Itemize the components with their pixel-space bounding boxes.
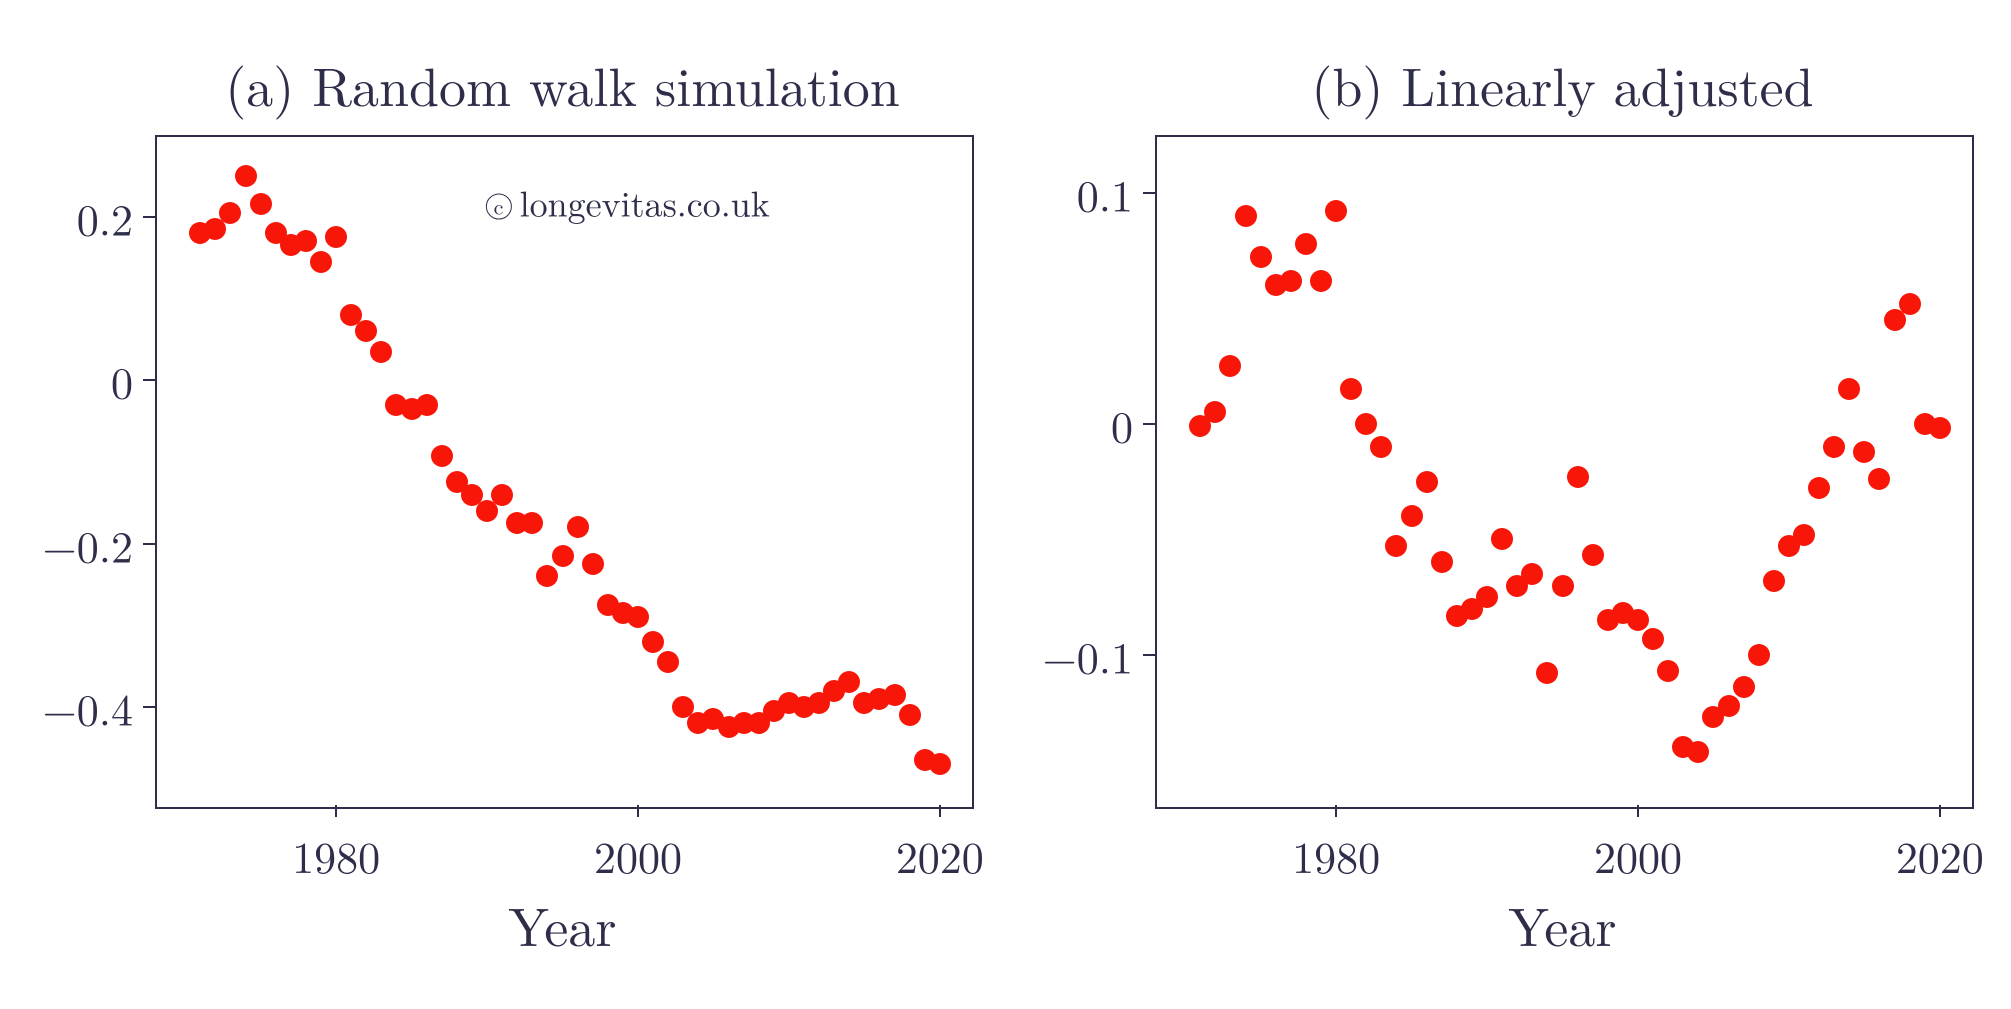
data-point (582, 553, 604, 575)
data-point (642, 631, 664, 653)
data-point (1521, 563, 1543, 585)
ytick-mark (1143, 654, 1155, 656)
ytick-label: −0.2 (43, 512, 133, 575)
data-point (1552, 575, 1574, 597)
data-point (1657, 660, 1679, 682)
xtick-label: 2020 (1896, 823, 1984, 886)
data-point (1219, 355, 1241, 377)
ytick-label: 0 (1111, 392, 1133, 455)
xtick-label: 2000 (594, 823, 682, 886)
data-point (552, 545, 574, 567)
xtick-label: 1980 (292, 823, 380, 886)
panel-b-xlabel: Year (1155, 885, 1970, 962)
data-point (1310, 270, 1332, 292)
data-point (325, 226, 347, 248)
ytick-label: 0.1 (1077, 161, 1133, 224)
panel-a-xlabel: Year (155, 885, 970, 962)
ytick-mark (143, 706, 155, 708)
data-point (929, 753, 951, 775)
data-point (1567, 466, 1589, 488)
data-point (1491, 528, 1513, 550)
data-point (1793, 524, 1815, 546)
data-point (250, 193, 272, 215)
data-point (1431, 551, 1453, 573)
copyright-icon: c (486, 194, 512, 220)
xtick-label: 1980 (1292, 823, 1380, 886)
data-point (627, 606, 649, 628)
data-point (1853, 441, 1875, 463)
data-point (1250, 246, 1272, 268)
xtick-mark (1637, 805, 1639, 817)
data-point (838, 671, 860, 693)
data-point (1627, 609, 1649, 631)
data-point (1416, 471, 1438, 493)
data-point (1868, 468, 1890, 490)
xtick-mark (1335, 805, 1337, 817)
data-point (491, 484, 513, 506)
data-point (1838, 378, 1860, 400)
panel-a: (a) Random walk simulation198020002020−0… (155, 135, 970, 805)
data-point (1340, 378, 1362, 400)
ytick-label: 0.2 (77, 185, 133, 248)
ytick-label: −0.1 (1043, 623, 1133, 686)
data-point (370, 341, 392, 363)
data-point (657, 651, 679, 673)
data-point (219, 202, 241, 224)
data-point (355, 320, 377, 342)
data-point (416, 394, 438, 416)
data-point (1295, 233, 1317, 255)
data-point (1204, 401, 1226, 423)
ytick-mark (1143, 192, 1155, 194)
data-point (1929, 417, 1951, 439)
data-point (1280, 270, 1302, 292)
data-point (1718, 695, 1740, 717)
xtick-mark (1939, 805, 1941, 817)
ytick-label: −0.4 (43, 675, 133, 738)
data-point (1401, 505, 1423, 527)
data-point (1536, 662, 1558, 684)
data-point (1748, 644, 1770, 666)
data-point (1385, 535, 1407, 557)
figure-container: (a) Random walk simulation 1980 2000 2020 −0… (0, 0, 2011, 1009)
data-point (884, 684, 906, 706)
ytick-mark (143, 216, 155, 218)
copyright-label: longevitas.co.uk (520, 177, 770, 228)
data-point (1823, 436, 1845, 458)
ytick-mark (143, 379, 155, 381)
data-point (1325, 200, 1347, 222)
data-point (899, 704, 921, 726)
data-point (1235, 205, 1257, 227)
data-point (235, 165, 257, 187)
data-point (310, 251, 332, 273)
ytick-label: 0 (111, 349, 133, 412)
data-point (1370, 436, 1392, 458)
panel-b: (b) Linearly adjusted198020002020−0.100.… (1155, 135, 1970, 805)
data-point (1763, 570, 1785, 592)
data-point (1808, 477, 1830, 499)
data-point (1355, 413, 1377, 435)
ytick-mark (1143, 423, 1155, 425)
data-point (295, 230, 317, 252)
data-point (1687, 741, 1709, 763)
data-point (567, 516, 589, 538)
ytick-mark (143, 543, 155, 545)
data-point (1733, 676, 1755, 698)
xtick-mark (637, 805, 639, 817)
panel-b-plotbox (1155, 135, 1974, 809)
panel-a-title: (a) Random walk simulation (155, 45, 970, 122)
data-point (1899, 293, 1921, 315)
data-point (521, 512, 543, 534)
panel-b-title: (b) Linearly adjusted (1155, 45, 1970, 122)
data-point (1582, 544, 1604, 566)
data-point (1642, 628, 1664, 650)
xtick-mark (939, 805, 941, 817)
data-point (536, 565, 558, 587)
xtick-label: 2020 (896, 823, 984, 886)
xtick-mark (335, 805, 337, 817)
data-point (1476, 586, 1498, 608)
xtick-label: 2000 (1594, 823, 1682, 886)
data-point (431, 445, 453, 467)
copyright-text: c longevitas.co.uk (486, 177, 770, 228)
